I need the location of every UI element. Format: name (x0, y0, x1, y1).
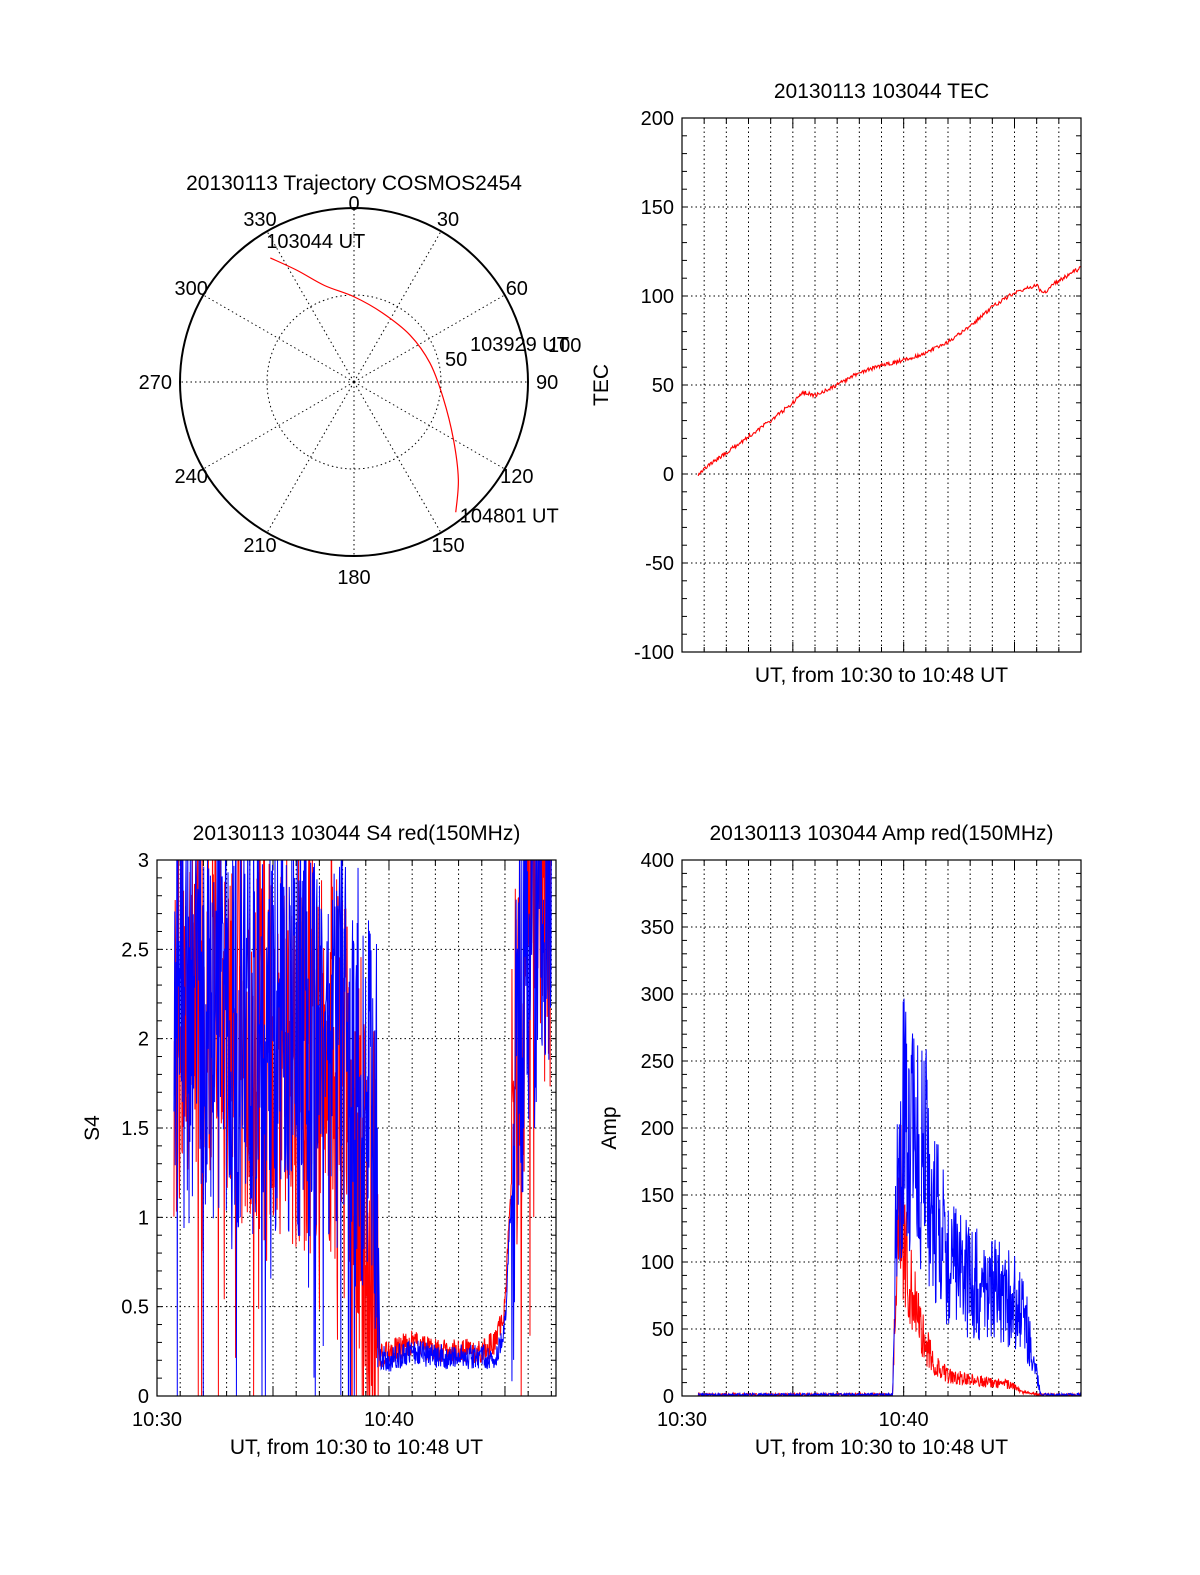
polar-azimuth-label: 0 (348, 193, 359, 215)
y-tick-label: 250 (641, 1051, 674, 1073)
trajectory-time-label: 103044 UT (266, 231, 365, 253)
polar-azimuth-label: 300 (174, 278, 207, 300)
y-tick-label: 0 (663, 464, 674, 486)
polar-azimuth-label: 150 (431, 535, 464, 557)
polar-spoke (266, 381, 355, 533)
amp-x-axis-label: UT, from 10:30 to 10:48 UT (755, 1436, 1008, 1459)
y-tick-label: 200 (641, 1118, 674, 1140)
polar-spoke (353, 381, 442, 533)
y-tick-label: 0 (663, 1386, 674, 1408)
y-tick-label: 200 (641, 108, 674, 130)
s4-x-axis-label: UT, from 10:30 to 10:48 UT (230, 1436, 483, 1459)
y-tick-label: 1 (138, 1207, 149, 1229)
y-tick-label: 0 (138, 1386, 149, 1408)
y-tick-label: 150 (641, 1185, 674, 1207)
series-line-1 (173, 860, 552, 1396)
tec-y-axis-label: TEC (590, 364, 613, 406)
polar-azimuth-label: 210 (243, 535, 276, 557)
y-tick-label: 1.5 (121, 1118, 149, 1140)
polar-azimuth-label: 60 (506, 278, 528, 300)
y-tick-label: 150 (641, 197, 674, 219)
polar-azimuth-label: 120 (500, 466, 533, 488)
polar-spoke (353, 231, 442, 383)
trajectory-title: 20130113 Trajectory COSMOS2454 (186, 172, 522, 195)
series-line-0 (697, 1125, 1081, 1396)
x-tick-label: 10:30 (657, 1409, 707, 1431)
polar-azimuth-label: 180 (337, 567, 370, 589)
y-tick-label: 2 (138, 1029, 149, 1051)
polar-radial-label: 100 (548, 335, 581, 357)
y-tick-label: 50 (652, 375, 674, 397)
polar-azimuth-label: 30 (437, 209, 459, 231)
plot-frame (156, 859, 557, 1397)
y-tick-label: 100 (641, 1252, 674, 1274)
y-tick-label: 300 (641, 984, 674, 1006)
polar-spoke (266, 231, 355, 383)
y-tick-label: -50 (645, 553, 674, 575)
y-tick-label: -100 (634, 642, 674, 664)
tec-title: 20130113 103044 TEC (774, 80, 989, 103)
y-tick-label: 3 (138, 850, 149, 872)
s4-y-axis-label: S4 (81, 1115, 104, 1141)
polar-azimuth-label: 240 (174, 466, 207, 488)
trajectory-time-label: 104801 UT (460, 505, 559, 527)
amp-chart: 20130113 103044 Amp red(150MHz) UT, from… (598, 822, 1082, 1459)
s4-title: 20130113 103044 S4 red(150MHz) (193, 822, 521, 845)
x-tick-label: 10:40 (879, 1409, 929, 1431)
plot-frame (681, 859, 1082, 1397)
polar-spoke (353, 294, 505, 383)
y-tick-label: 350 (641, 917, 674, 939)
y-tick-label: 2.5 (121, 939, 149, 961)
polar-azimuth-label: 330 (243, 209, 276, 231)
series-line-1 (697, 998, 1081, 1396)
x-tick-label: 10:30 (132, 1409, 182, 1431)
trajectory-time-label: 103929 UT (470, 334, 569, 356)
s4-chart: 20130113 103044 S4 red(150MHz) UT, from … (81, 822, 557, 1459)
y-tick-label: 100 (641, 286, 674, 308)
x-tick-label: 10:40 (364, 1409, 414, 1431)
polar-spoke (353, 381, 505, 470)
polar-spoke (203, 294, 355, 383)
trajectory-line (270, 257, 459, 513)
series-line-0 (697, 265, 1081, 477)
tec-x-axis-label: UT, from 10:30 to 10:48 UT (755, 664, 1008, 687)
y-tick-label: 0.5 (121, 1297, 149, 1319)
polar-azimuth-label: 270 (139, 372, 172, 394)
amp-y-axis-label: Amp (598, 1106, 621, 1149)
tec-chart: 20130113 103044 TEC UT, from 10:30 to 10… (590, 80, 1082, 687)
plot-frame (681, 117, 1082, 653)
polar-outer-circle (179, 207, 529, 557)
y-tick-label: 400 (641, 850, 674, 872)
amp-title: 20130113 103044 Amp red(150MHz) (709, 822, 1053, 845)
polar-spoke (203, 381, 355, 470)
polar-radial-label: 50 (445, 349, 467, 371)
polar-azimuth-label: 90 (536, 372, 558, 394)
trajectory-polar-plot: 20130113 Trajectory COSMOS2454 0 30 60 90 12… (139, 172, 582, 589)
y-tick-label: 50 (652, 1319, 674, 1341)
